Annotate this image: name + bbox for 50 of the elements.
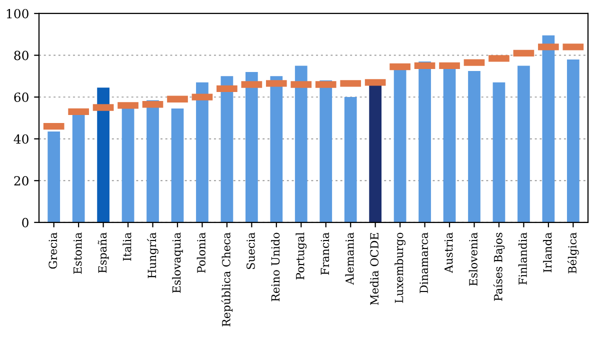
bar bbox=[122, 108, 134, 222]
y-tick-label: 80 bbox=[14, 50, 28, 60]
bar bbox=[344, 97, 357, 222]
bar bbox=[48, 132, 60, 222]
bar bbox=[320, 80, 332, 222]
x-tick-label: Hungría bbox=[147, 232, 158, 278]
bar bbox=[196, 82, 208, 222]
bar bbox=[518, 66, 530, 222]
bar bbox=[492, 82, 506, 222]
x-tick-label: Reino Unido bbox=[271, 232, 280, 302]
bar bbox=[245, 72, 258, 222]
x-tick-label: Estonia bbox=[73, 232, 82, 274]
x-tick-label: Italia bbox=[122, 232, 132, 261]
bar bbox=[542, 35, 555, 222]
x-tick-label: Alemania bbox=[345, 232, 354, 285]
bar bbox=[97, 88, 110, 222]
x-tick-label: Francia bbox=[320, 232, 330, 275]
x-tick-label: Países Bajos bbox=[493, 232, 505, 301]
x-tick-label: Polonia bbox=[196, 232, 206, 273]
bar bbox=[146, 100, 159, 222]
x-tick-label: Suecia bbox=[246, 232, 255, 269]
bar bbox=[468, 70, 480, 222]
bar bbox=[294, 66, 308, 222]
y-tick-label: 100 bbox=[6, 8, 28, 18]
bar bbox=[72, 114, 85, 222]
y-tick-label: 20 bbox=[14, 176, 28, 186]
y-tick-label: 40 bbox=[14, 134, 28, 144]
bar bbox=[443, 68, 456, 222]
x-tick-label: Bélgica bbox=[567, 232, 579, 274]
bar bbox=[394, 70, 406, 222]
x-tick-label: Dinamarca bbox=[420, 232, 428, 294]
x-tick-label: Finlandia bbox=[518, 232, 527, 285]
bar bbox=[566, 59, 580, 222]
bar bbox=[418, 62, 431, 222]
x-tick-label: Portugal bbox=[296, 232, 307, 280]
y-tick-label: 0 bbox=[22, 218, 28, 228]
x-tick-label: Irlanda bbox=[543, 232, 552, 272]
x-tick-label: Media OCDE bbox=[370, 233, 379, 305]
bar bbox=[270, 76, 283, 222]
x-tick-label: Grecia bbox=[48, 232, 58, 269]
bar bbox=[220, 76, 234, 222]
x-tick-label: España bbox=[98, 232, 109, 273]
x-tick-label: República Checa bbox=[221, 232, 233, 326]
x-tick-label: Austria bbox=[444, 232, 453, 274]
x-tick-label: Eslovenia bbox=[468, 232, 478, 286]
x-tick-label: Luxemburgo bbox=[394, 232, 406, 303]
bar bbox=[171, 108, 184, 222]
y-tick-label: 60 bbox=[14, 92, 28, 102]
x-tick-label: Eslovaquia bbox=[172, 232, 183, 293]
bar bbox=[369, 84, 382, 222]
